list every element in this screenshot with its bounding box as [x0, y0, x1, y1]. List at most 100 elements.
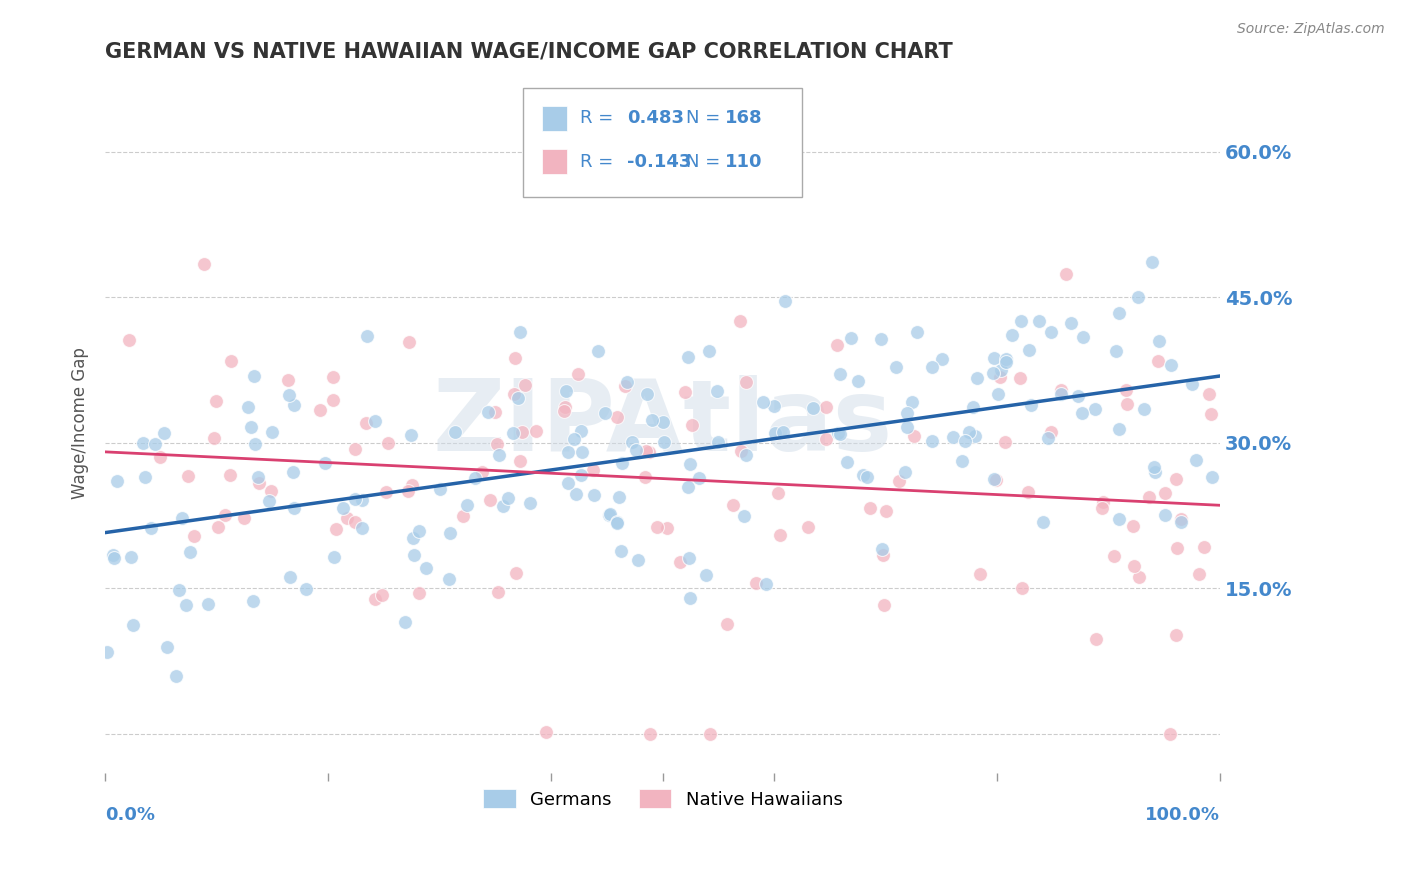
- Text: 110: 110: [725, 153, 762, 170]
- Point: [1198, 387, 1220, 401]
- Point: [1102, 549, 1125, 563]
- Point: [614, 378, 637, 392]
- Point: [569, 424, 592, 438]
- Point: [120, 550, 142, 565]
- Point: [669, 555, 692, 569]
- Point: [295, 582, 318, 596]
- Point: [896, 420, 918, 434]
- Point: [983, 351, 1005, 365]
- Point: [969, 567, 991, 582]
- Text: R =: R =: [581, 153, 619, 170]
- Point: [451, 509, 474, 524]
- Point: [1060, 317, 1083, 331]
- Point: [955, 434, 977, 448]
- Point: [1092, 494, 1115, 508]
- Point: [444, 425, 467, 440]
- Point: [399, 427, 422, 442]
- Point: [498, 491, 520, 506]
- Point: [620, 434, 643, 449]
- Point: [247, 475, 270, 490]
- Point: [325, 523, 347, 537]
- Point: [1017, 485, 1039, 500]
- Point: [752, 394, 775, 409]
- Point: [415, 560, 437, 574]
- Point: [723, 498, 745, 512]
- Point: [1105, 344, 1128, 359]
- Point: [1054, 267, 1077, 281]
- Point: [884, 359, 907, 374]
- Point: [486, 436, 509, 450]
- Point: [1091, 500, 1114, 515]
- Point: [942, 430, 965, 444]
- Point: [492, 499, 515, 513]
- Point: [873, 599, 896, 613]
- Point: [488, 584, 510, 599]
- Point: [652, 434, 675, 449]
- Point: [567, 367, 589, 381]
- Point: [193, 257, 215, 271]
- Point: [1128, 570, 1150, 584]
- Point: [1050, 383, 1073, 397]
- FancyBboxPatch shape: [543, 149, 567, 174]
- Point: [1040, 325, 1063, 339]
- Point: [332, 501, 354, 516]
- Point: [557, 445, 579, 459]
- Text: N =: N =: [686, 153, 725, 170]
- Point: [835, 455, 858, 469]
- Point: [582, 463, 605, 477]
- Point: [870, 541, 893, 556]
- Point: [896, 406, 918, 420]
- Point: [101, 548, 124, 562]
- Text: 0.483: 0.483: [627, 110, 685, 128]
- Legend: Germans, Native Hawaiians: Germans, Native Hawaiians: [475, 782, 849, 816]
- Point: [1147, 334, 1170, 348]
- Point: [344, 491, 367, 506]
- Point: [236, 401, 259, 415]
- Point: [1170, 515, 1192, 529]
- Point: [1010, 314, 1032, 328]
- Point: [1122, 519, 1144, 533]
- Point: [921, 359, 943, 374]
- Point: [207, 520, 229, 534]
- Point: [394, 615, 416, 629]
- Point: [221, 354, 243, 368]
- Point: [1010, 371, 1032, 385]
- Point: [634, 470, 657, 484]
- Point: [695, 568, 717, 582]
- Point: [240, 419, 263, 434]
- Point: [509, 454, 531, 468]
- Point: [1170, 512, 1192, 526]
- Point: [1049, 387, 1071, 401]
- Point: [894, 465, 917, 479]
- Point: [557, 476, 579, 491]
- Point: [132, 436, 155, 450]
- Point: [1000, 327, 1022, 342]
- Y-axis label: Wage/Income Gap: Wage/Income Gap: [72, 348, 89, 500]
- Point: [509, 325, 531, 339]
- Point: [638, 726, 661, 740]
- Point: [197, 597, 219, 611]
- Point: [583, 488, 606, 502]
- Point: [242, 594, 264, 608]
- Text: Source: ZipAtlas.com: Source: ZipAtlas.com: [1237, 22, 1385, 37]
- Point: [183, 529, 205, 543]
- Point: [610, 543, 633, 558]
- Point: [344, 442, 367, 457]
- Point: [1083, 401, 1105, 416]
- Text: N =: N =: [686, 110, 725, 128]
- Point: [153, 425, 176, 440]
- Point: [96, 645, 118, 659]
- Point: [851, 467, 873, 482]
- Point: [1115, 397, 1137, 411]
- Point: [657, 521, 679, 535]
- Point: [606, 515, 628, 529]
- Point: [172, 510, 194, 524]
- Point: [679, 591, 702, 606]
- Point: [716, 617, 738, 632]
- Text: ZIPAtlas: ZIPAtlas: [433, 375, 893, 472]
- Point: [277, 387, 299, 401]
- Point: [177, 468, 200, 483]
- Text: 168: 168: [725, 110, 763, 128]
- Point: [148, 450, 170, 464]
- Point: [1011, 582, 1033, 596]
